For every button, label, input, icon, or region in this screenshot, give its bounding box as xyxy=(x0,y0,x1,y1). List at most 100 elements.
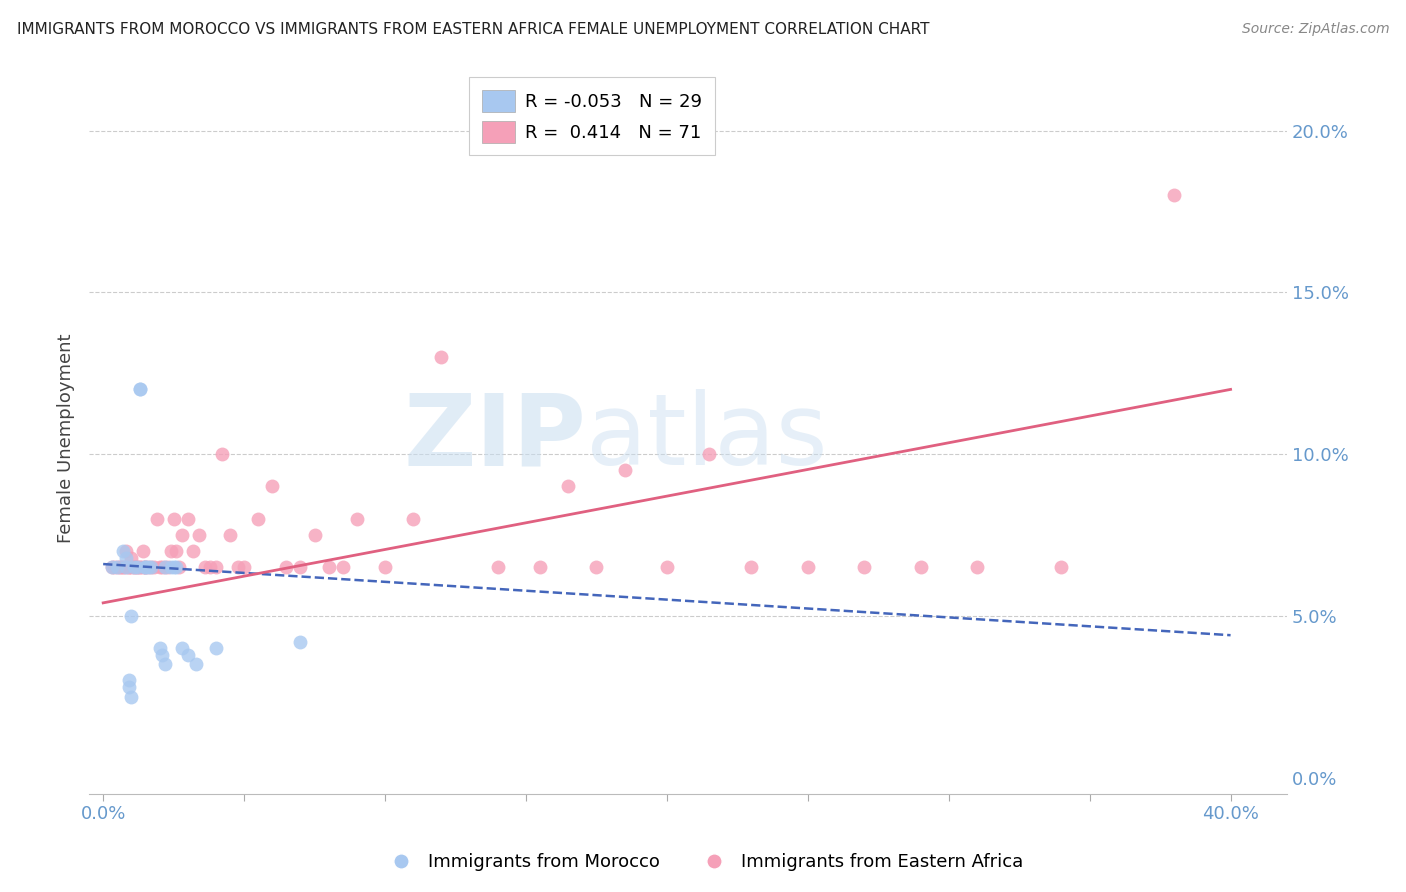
Point xyxy=(125,560,148,574)
Point xyxy=(134,560,156,574)
Point xyxy=(134,560,156,574)
Point xyxy=(122,560,145,574)
Point xyxy=(153,560,176,574)
Point xyxy=(122,560,145,574)
Point xyxy=(114,544,136,558)
Point xyxy=(797,560,820,574)
Point xyxy=(162,560,184,574)
Point xyxy=(153,560,176,574)
Point xyxy=(332,560,354,574)
Point xyxy=(177,512,200,526)
Point xyxy=(655,560,678,574)
Point xyxy=(156,560,179,574)
Legend: R = -0.053   N = 29, R =  0.414   N = 71: R = -0.053 N = 29, R = 0.414 N = 71 xyxy=(470,77,716,155)
Y-axis label: Female Unemployment: Female Unemployment xyxy=(58,333,75,542)
Point xyxy=(697,447,720,461)
Point xyxy=(247,512,270,526)
Point xyxy=(853,560,876,574)
Point xyxy=(131,560,153,574)
Point xyxy=(150,648,173,662)
Point xyxy=(1050,560,1073,574)
Point xyxy=(557,479,579,493)
Point xyxy=(122,560,145,574)
Point xyxy=(585,560,607,574)
Point xyxy=(139,560,162,574)
Point xyxy=(165,560,187,574)
Point xyxy=(276,560,298,574)
Point xyxy=(120,550,142,565)
Point xyxy=(290,560,312,574)
Point xyxy=(205,641,228,656)
Point xyxy=(134,560,156,574)
Point xyxy=(162,512,184,526)
Point xyxy=(188,528,211,542)
Text: IMMIGRANTS FROM MOROCCO VS IMMIGRANTS FROM EASTERN AFRICA FEMALE UNEMPLOYMENT CO: IMMIGRANTS FROM MOROCCO VS IMMIGRANTS FR… xyxy=(17,22,929,37)
Point xyxy=(128,383,150,397)
Point xyxy=(186,657,208,672)
Point xyxy=(172,528,194,542)
Point xyxy=(117,680,139,694)
Point xyxy=(290,634,312,648)
Point xyxy=(100,560,122,574)
Point xyxy=(114,560,136,574)
Point xyxy=(167,560,190,574)
Point xyxy=(148,560,170,574)
Point xyxy=(159,560,181,574)
Point xyxy=(183,544,205,558)
Point xyxy=(402,512,425,526)
Point xyxy=(966,560,988,574)
Point xyxy=(148,641,170,656)
Point xyxy=(150,560,173,574)
Legend: Immigrants from Morocco, Immigrants from Eastern Africa: Immigrants from Morocco, Immigrants from… xyxy=(375,847,1031,879)
Point xyxy=(125,560,148,574)
Point xyxy=(103,560,125,574)
Point xyxy=(430,350,453,364)
Point xyxy=(108,560,131,574)
Point xyxy=(117,560,139,574)
Point xyxy=(200,560,222,574)
Point xyxy=(105,560,128,574)
Point xyxy=(120,690,142,704)
Point xyxy=(153,657,176,672)
Point xyxy=(105,560,128,574)
Point xyxy=(128,560,150,574)
Point xyxy=(159,544,181,558)
Point xyxy=(304,528,326,542)
Point xyxy=(910,560,932,574)
Point xyxy=(145,512,167,526)
Point xyxy=(165,544,187,558)
Point xyxy=(111,544,134,558)
Point xyxy=(1163,188,1185,202)
Point xyxy=(111,560,134,574)
Point xyxy=(125,560,148,574)
Point xyxy=(172,641,194,656)
Point xyxy=(131,544,153,558)
Text: Source: ZipAtlas.com: Source: ZipAtlas.com xyxy=(1241,22,1389,37)
Point xyxy=(740,560,762,574)
Point xyxy=(346,512,368,526)
Point xyxy=(111,560,134,574)
Text: atlas: atlas xyxy=(586,390,828,486)
Point xyxy=(128,383,150,397)
Point xyxy=(139,560,162,574)
Point xyxy=(114,550,136,565)
Point xyxy=(529,560,551,574)
Point xyxy=(134,560,156,574)
Point xyxy=(100,560,122,574)
Point xyxy=(142,560,165,574)
Point xyxy=(114,560,136,574)
Point xyxy=(117,673,139,688)
Point xyxy=(117,560,139,574)
Point xyxy=(120,560,142,574)
Point xyxy=(233,560,256,574)
Point xyxy=(228,560,250,574)
Point xyxy=(211,447,233,461)
Point xyxy=(128,560,150,574)
Point xyxy=(177,648,200,662)
Point xyxy=(120,608,142,623)
Point xyxy=(318,560,340,574)
Point xyxy=(205,560,228,574)
Point xyxy=(108,560,131,574)
Text: ZIP: ZIP xyxy=(404,390,586,486)
Point xyxy=(136,560,159,574)
